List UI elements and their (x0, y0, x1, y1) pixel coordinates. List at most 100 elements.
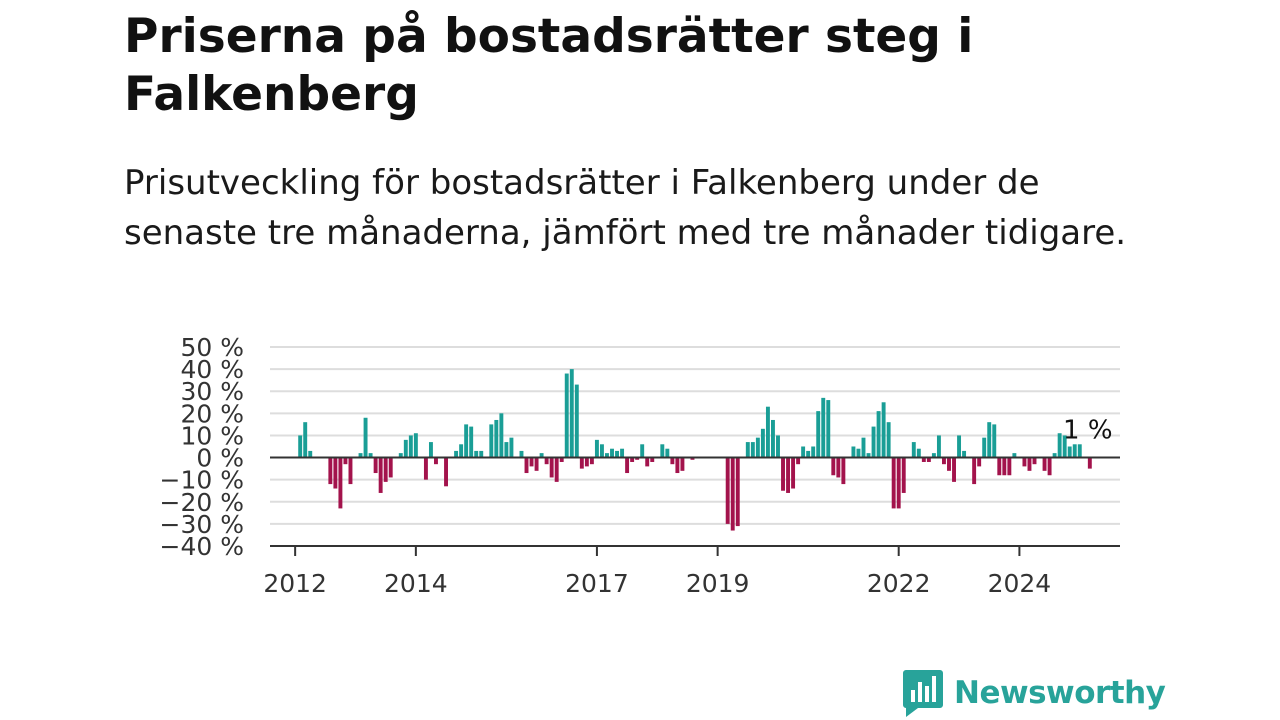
x-axis-ticks: 2012 2014 2017 2019 2022 2024 (263, 546, 1051, 598)
bar (529, 457, 534, 467)
bar (755, 437, 760, 458)
bar (594, 439, 599, 458)
bar (363, 417, 368, 458)
bar (675, 457, 680, 474)
bar (469, 426, 474, 458)
gridlines (270, 346, 1120, 525)
bar (1002, 457, 1007, 476)
bar (921, 457, 926, 462)
bar (791, 457, 796, 489)
x-tick-label: 2022 (867, 569, 931, 598)
bar (574, 384, 579, 458)
bar (745, 442, 750, 458)
bar (670, 457, 675, 465)
bar (584, 457, 589, 467)
bar (1087, 457, 1092, 469)
x-tick-label: 2019 (686, 569, 750, 598)
y-tick-label: −40 % (160, 532, 244, 561)
y-axis-ticks: 50 %40 %30 %20 %10 %0 %−10 %−20 %−30 %−4… (160, 333, 244, 561)
bar (358, 453, 363, 458)
bar (645, 457, 650, 467)
bar (806, 450, 811, 458)
bar (403, 439, 408, 458)
bar (936, 435, 941, 458)
bar (504, 442, 509, 458)
bar (886, 422, 891, 458)
page-title: Priserna på bostadsrätter steg i Falkenb… (124, 9, 974, 122)
bar (640, 444, 645, 458)
y-tick-label: 0 % (196, 444, 244, 473)
bar (589, 457, 594, 465)
bar (1007, 457, 1012, 476)
bar (1072, 444, 1077, 458)
bar (635, 457, 640, 460)
bar (549, 457, 554, 478)
bar (554, 457, 559, 482)
x-tick-label: 2017 (565, 569, 629, 598)
bar (660, 444, 665, 458)
bar (911, 442, 916, 458)
bar (630, 457, 635, 462)
bar (836, 457, 841, 478)
bar (776, 435, 780, 458)
bar (725, 457, 730, 524)
bar (408, 435, 413, 458)
bar (509, 437, 514, 458)
bar (866, 453, 871, 458)
bar (1032, 457, 1037, 465)
bar (931, 453, 936, 458)
bar (771, 419, 775, 458)
bar (534, 457, 539, 471)
bar (338, 457, 343, 509)
y-tick-label: 10 % (180, 421, 244, 450)
bar (861, 437, 866, 458)
bar (816, 411, 821, 458)
bar (942, 457, 946, 465)
bar (428, 442, 433, 458)
bar (539, 453, 544, 458)
bar (1057, 433, 1062, 458)
x-tick-label: 2012 (263, 569, 327, 598)
bar (599, 444, 604, 458)
bar (680, 457, 685, 471)
bar (464, 424, 469, 458)
bar (811, 446, 816, 458)
bar (650, 457, 655, 462)
bar (1052, 453, 1057, 458)
bar (423, 457, 428, 480)
bar (901, 457, 906, 493)
bar (434, 457, 438, 465)
bar (765, 406, 770, 458)
bar (876, 411, 881, 458)
bar (1022, 457, 1027, 467)
y-tick-label: −30 % (160, 510, 244, 539)
bar (544, 457, 549, 465)
bar (388, 457, 393, 478)
bar (926, 457, 931, 462)
y-tick-label: 40 % (180, 355, 244, 384)
bar (524, 457, 529, 474)
bar (569, 369, 574, 458)
bar (605, 453, 609, 458)
bar (690, 457, 695, 460)
bar (851, 446, 856, 458)
bar (916, 448, 921, 458)
brand-name: Newsworthy (954, 675, 1166, 711)
bar-chart: 50 %40 %30 %20 %10 %0 %−10 %−20 %−30 %−4… (160, 333, 1120, 598)
bar (891, 457, 896, 509)
bar (982, 437, 987, 458)
bar (383, 457, 388, 482)
y-tick-label: 20 % (180, 399, 244, 428)
bar (378, 457, 383, 493)
bar (947, 457, 951, 471)
bar (957, 435, 962, 458)
bar (786, 457, 791, 493)
bar (841, 457, 846, 485)
bar (977, 457, 982, 467)
bar (333, 457, 338, 489)
bar (1027, 457, 1032, 471)
x-tick-label: 2014 (384, 569, 448, 598)
y-tick-label: 50 % (180, 333, 244, 362)
bar (413, 433, 418, 458)
brand-logo: Newsworthy (902, 668, 1166, 718)
